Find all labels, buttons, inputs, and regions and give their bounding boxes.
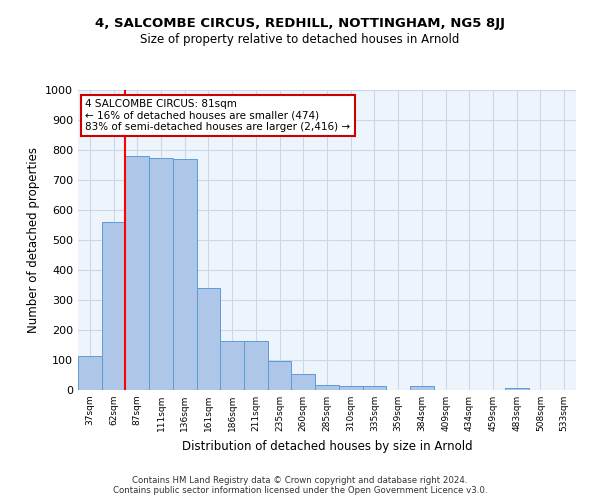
Y-axis label: Number of detached properties: Number of detached properties xyxy=(26,147,40,333)
Text: Size of property relative to detached houses in Arnold: Size of property relative to detached ho… xyxy=(140,32,460,46)
Bar xyxy=(102,222,125,390)
Bar xyxy=(197,288,220,390)
Bar xyxy=(244,340,268,390)
Bar xyxy=(173,159,197,390)
Text: 4, SALCOMBE CIRCUS, REDHILL, NOTTINGHAM, NG5 8JJ: 4, SALCOMBE CIRCUS, REDHILL, NOTTINGHAM,… xyxy=(95,18,505,30)
Bar xyxy=(125,156,149,390)
Bar xyxy=(362,386,386,390)
Bar xyxy=(505,388,529,390)
Bar xyxy=(268,361,292,390)
Bar xyxy=(292,374,315,390)
Bar xyxy=(78,356,102,390)
Bar xyxy=(220,340,244,390)
Text: 4 SALCOMBE CIRCUS: 81sqm
← 16% of detached houses are smaller (474)
83% of semi-: 4 SALCOMBE CIRCUS: 81sqm ← 16% of detach… xyxy=(85,99,350,132)
X-axis label: Distribution of detached houses by size in Arnold: Distribution of detached houses by size … xyxy=(182,440,472,452)
Text: Contains HM Land Registry data © Crown copyright and database right 2024.
Contai: Contains HM Land Registry data © Crown c… xyxy=(113,476,487,495)
Bar xyxy=(315,384,339,390)
Bar xyxy=(149,158,173,390)
Bar xyxy=(339,386,362,390)
Bar xyxy=(410,386,434,390)
